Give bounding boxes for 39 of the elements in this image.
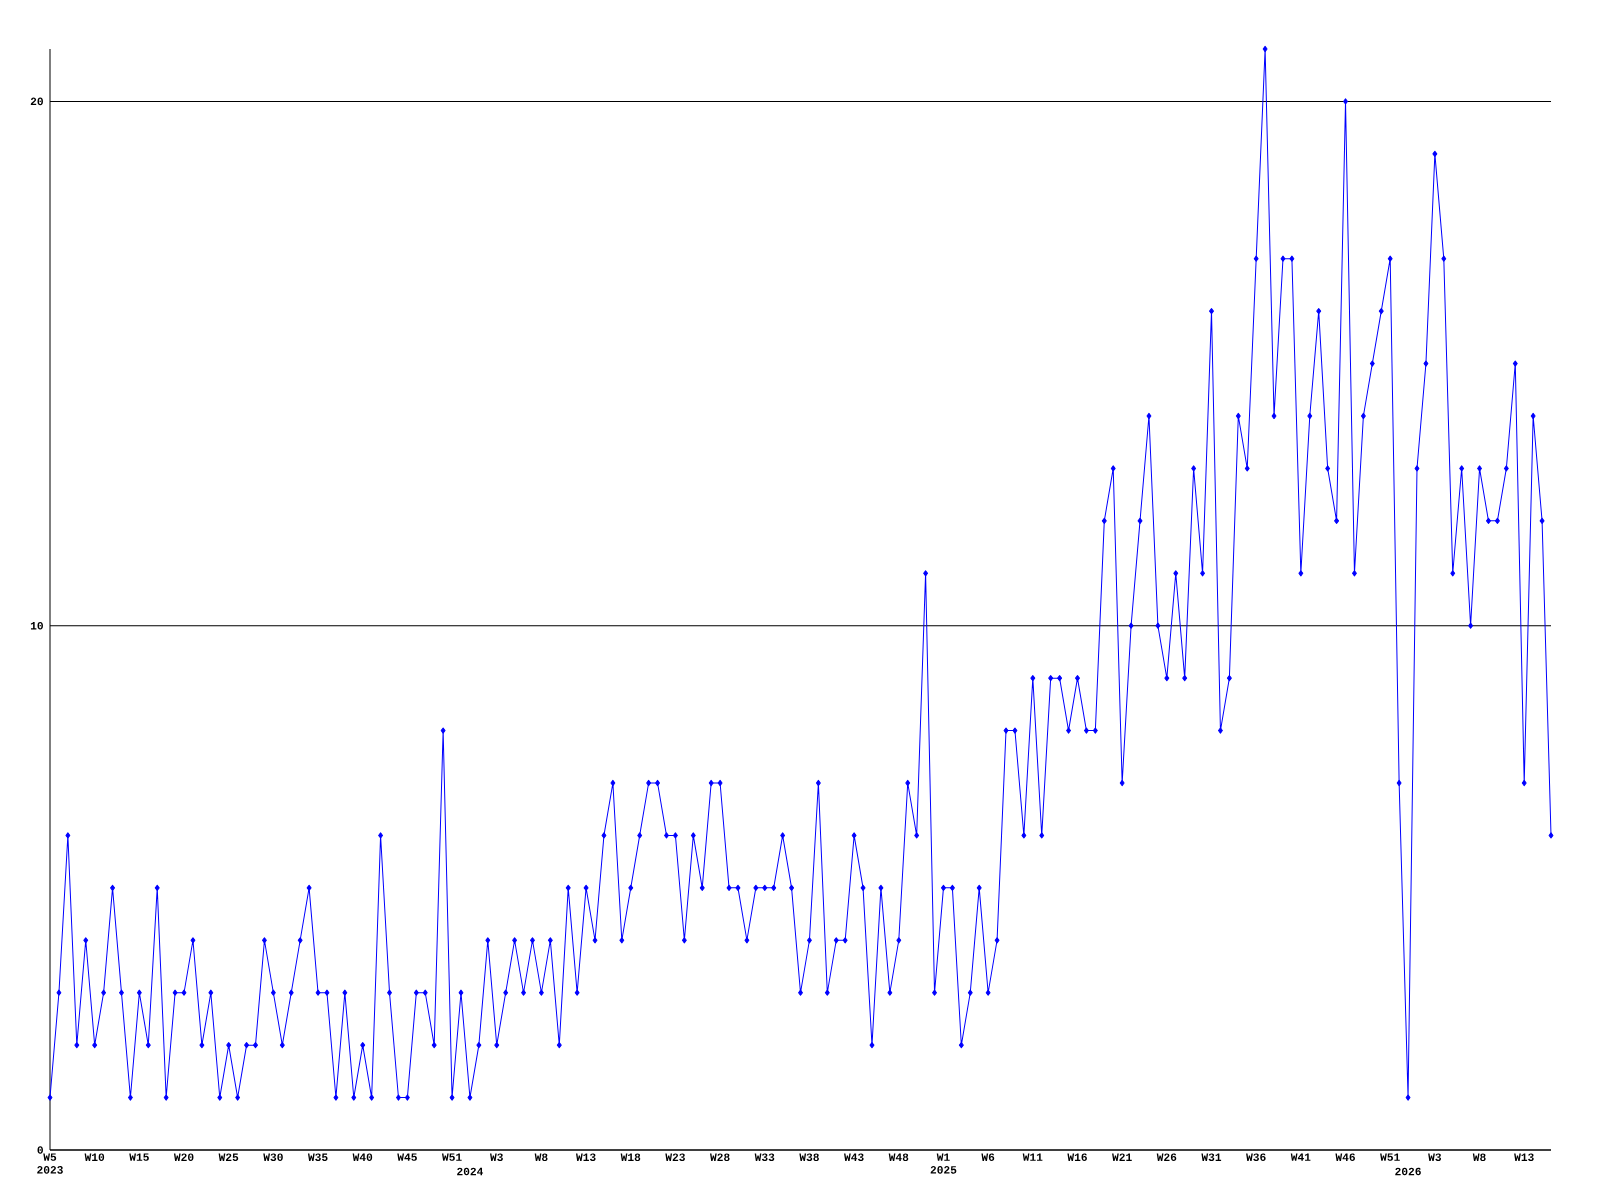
x-tick-label: W21 [1112,1153,1132,1161]
x-tick-label: W38 [799,1153,819,1162]
x-tick-label: W51 [441,1153,462,1161]
x-tick-label: W31 [1201,1153,1222,1162]
x-tick-label: W11 [1022,1153,1043,1161]
x-tick-label: W26 [1156,1153,1177,1161]
x-tick-label: 2026 [1395,1167,1421,1176]
y-tick-label: 20 [30,97,43,106]
y-tick-label: 0 [37,1146,43,1154]
x-tick-label: W46 [1335,1153,1355,1161]
x-tick-label: W3 [490,1153,503,1162]
x-tick-label: W51 [1380,1153,1400,1161]
x-tick-label: W35 [307,1153,328,1162]
x-tick-label: W45 [397,1153,417,1161]
x-tick-label: W3 [1428,1153,1442,1162]
x-tick-label: W1 2025 [930,1153,957,1174]
x-tick-label: W10 [84,1153,105,1161]
x-tick-label: W13 [1514,1153,1534,1162]
x-tick-label: W30 [263,1153,283,1162]
x-tick-label: W6 [981,1153,995,1161]
x-tick-label: W33 [754,1153,775,1162]
x-tick-label: W20 [173,1153,194,1161]
x-tick-label: W28 [710,1153,730,1161]
x-tick-label: W23 [665,1153,685,1162]
x-tick-label: W36 [1246,1153,1266,1162]
x-tick-label: 2024 [457,1167,484,1176]
x-tick-label: W8 [1472,1153,1486,1161]
x-tick-label: W41 [1290,1153,1311,1161]
x-tick-label: W16 [1067,1153,1087,1161]
x-tick-label: W25 [218,1153,239,1161]
x-tick-label: W40 [352,1153,373,1161]
y-tick-label: 10 [30,621,43,630]
x-tick-label: W13 [576,1153,596,1162]
x-tick-label: W18 [620,1153,641,1161]
x-tick-label: W43 [844,1153,864,1162]
x-tick-label: W15 [129,1153,149,1161]
x-tick-label: W8 [534,1153,548,1161]
x-tick-label: W48 [888,1153,909,1161]
x-tick-label: W5 2023 [37,1153,63,1174]
